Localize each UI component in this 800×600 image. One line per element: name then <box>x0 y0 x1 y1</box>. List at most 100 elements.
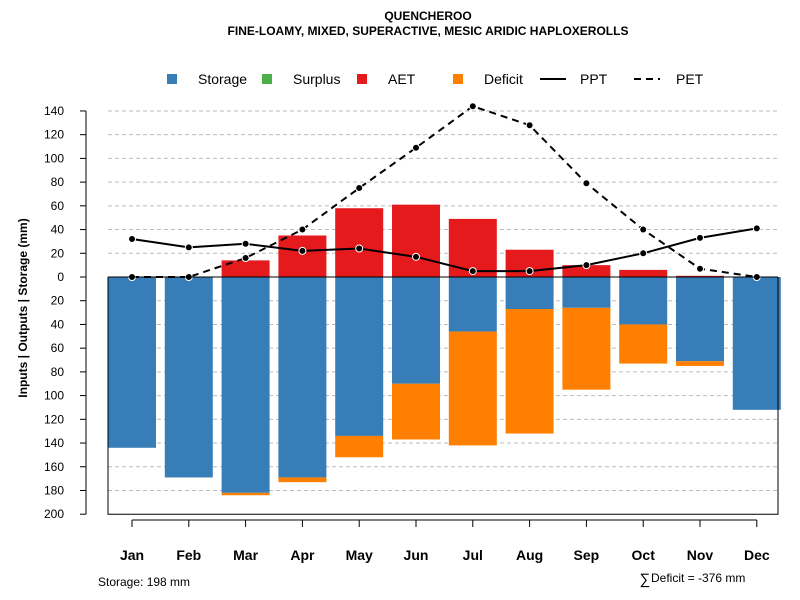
legend-label-surplus: Surplus <box>293 71 340 87</box>
ppt-point-dec <box>752 224 761 233</box>
y-tick-label: 20 <box>51 294 65 308</box>
deficit-bar-nov <box>676 361 724 366</box>
deficit-bar-jul <box>448 331 497 446</box>
y-tick-label: 80 <box>51 365 65 379</box>
y-tick-label: 200 <box>44 507 64 521</box>
y-axis-label: Inputs | Outputs | Storage (mm) <box>16 218 30 397</box>
x-tick-label-sep: Sep <box>574 547 600 563</box>
storage-bar-jun <box>392 277 440 384</box>
legend-label-deficit: Deficit <box>484 71 523 87</box>
storage-bar-feb <box>164 277 213 478</box>
pet-point-jun <box>412 143 420 152</box>
y-tick-label: 20 <box>51 246 65 260</box>
aet-bar-may <box>335 208 384 277</box>
legend-label-aet: AET <box>388 71 416 87</box>
ppt-line <box>131 227 757 273</box>
storage-bar-jan <box>108 277 156 448</box>
deficit-bar-sep <box>562 307 611 390</box>
y-tick-label: 180 <box>44 483 64 497</box>
aet-bar-sep <box>562 265 611 277</box>
storage-bar-apr <box>278 277 327 478</box>
lines <box>128 102 761 281</box>
x-tick-label-oct: Oct <box>632 547 656 563</box>
storage-note: Storage: 198 mm <box>98 575 190 589</box>
legend-swatch-aet <box>357 74 367 84</box>
storage-bar-mar <box>221 277 270 493</box>
deficit-note: Deficit = -376 mm <box>651 571 745 585</box>
pet-point-oct <box>639 225 648 234</box>
deficit-bar-apr <box>278 477 327 483</box>
y-tick-label: 120 <box>44 412 64 426</box>
plot-frame <box>107 277 779 515</box>
y-tick-label: 160 <box>44 460 64 474</box>
aet-bar-jun <box>392 204 440 277</box>
chart-title: QUENCHEROO <box>384 9 471 23</box>
x-tick-label-aug: Aug <box>516 547 543 563</box>
x-tick-label-apr: Apr <box>290 547 315 563</box>
sum-symbol: ∑ <box>640 571 651 588</box>
x-tick-label-jan: Jan <box>120 547 144 563</box>
ppt-point-apr <box>298 246 307 255</box>
ppt-point-jan <box>128 235 136 244</box>
ppt-point-may <box>355 244 364 253</box>
y-tick-label: 100 <box>44 389 64 403</box>
axes: 1401201008060402002040608010012014016018… <box>44 104 779 563</box>
deficit-bar-mar <box>221 492 270 496</box>
y-tick-label: 40 <box>51 223 65 237</box>
aet-bar-apr <box>278 235 327 277</box>
aet-bar-oct <box>619 269 668 277</box>
chart-subtitle: FINE-LOAMY, MIXED, SUPERACTIVE, MESIC AR… <box>228 24 629 38</box>
pet-point-nov <box>696 264 704 273</box>
x-tick-label-mar: Mar <box>233 547 258 563</box>
pet-point-may <box>355 184 364 193</box>
y-tick-label: 40 <box>51 317 65 331</box>
storage-bar-oct <box>619 277 668 325</box>
deficit-bar-aug <box>505 309 554 434</box>
ppt-point-jul <box>468 267 477 276</box>
legend-swatch-deficit <box>453 74 463 84</box>
storage-bar-jul <box>448 277 497 332</box>
y-tick-label: 0 <box>57 270 64 284</box>
deficit-bar-may <box>335 435 384 458</box>
aet-bar-mar <box>221 260 270 277</box>
storage-bar-may <box>335 277 384 436</box>
y-tick-label: 140 <box>44 104 64 118</box>
x-tick-label-feb: Feb <box>176 547 201 563</box>
legend-label-storage: Storage <box>198 71 247 87</box>
legend-swatch-surplus <box>262 74 272 84</box>
x-tick-label-jun: Jun <box>404 547 429 563</box>
legend-label-ppt: PPT <box>580 71 608 87</box>
ppt-point-jun <box>412 252 420 261</box>
legend-swatch-storage <box>167 74 177 84</box>
x-tick-label-dec: Dec <box>744 547 770 563</box>
bars <box>108 204 781 496</box>
pet-point-apr <box>298 225 307 234</box>
deficit-bar-jun <box>392 383 440 440</box>
pet-point-mar <box>241 254 250 263</box>
ppt-point-mar <box>241 239 250 248</box>
storage-bar-aug <box>505 277 554 310</box>
x-tick-label-jul: Jul <box>463 547 483 563</box>
storage-bar-sep <box>562 277 611 308</box>
y-tick-label: 140 <box>44 436 64 450</box>
pet-point-jul <box>468 102 477 111</box>
y-tick-label: 100 <box>44 151 64 165</box>
ppt-point-feb <box>184 243 193 252</box>
y-tick-label: 80 <box>51 175 65 189</box>
storage-bar-dec <box>732 277 781 410</box>
ppt-point-nov <box>696 233 704 242</box>
ppt-point-aug <box>525 267 534 276</box>
legend-label-pet: PET <box>676 71 704 87</box>
storage-bar-nov <box>676 277 724 362</box>
y-tick-label: 60 <box>51 199 65 213</box>
pet-line <box>132 105 757 278</box>
y-tick-label: 120 <box>44 128 64 142</box>
pet-point-aug <box>525 121 534 130</box>
pet-point-sep <box>582 179 591 188</box>
y-tick-label: 60 <box>51 341 65 355</box>
aet-bar-nov <box>676 275 724 277</box>
deficit-bar-oct <box>619 324 668 364</box>
ppt-point-oct <box>639 249 648 258</box>
x-tick-label-may: May <box>346 547 373 563</box>
